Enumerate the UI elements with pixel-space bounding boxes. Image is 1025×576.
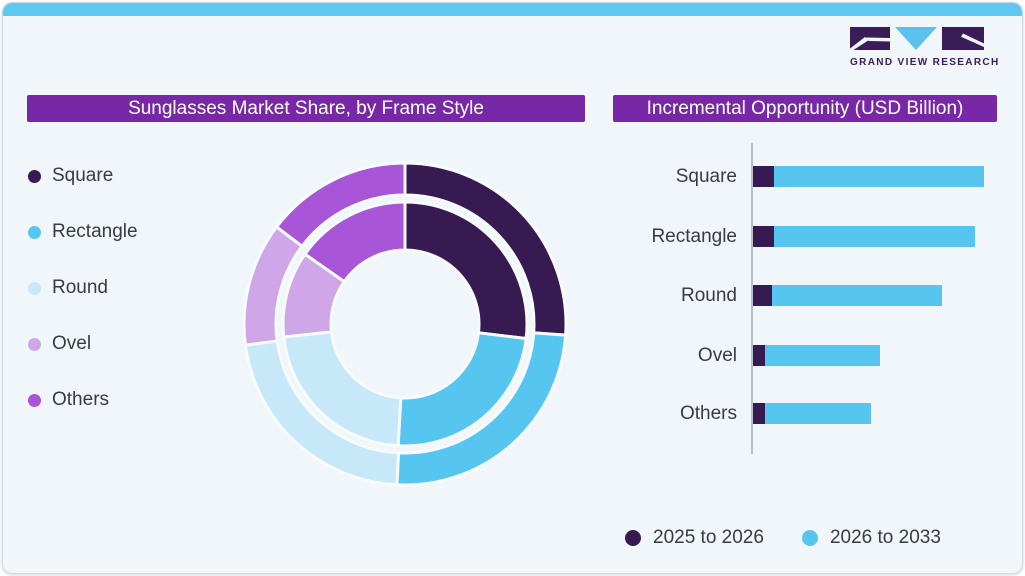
donut-segment-outer_ring-others xyxy=(274,161,407,249)
bar-segment-square-2025-to-2026 xyxy=(753,166,774,187)
legend-swatch-rectangle xyxy=(28,225,41,239)
donut-segment-inner_ring-square xyxy=(403,200,529,341)
bar-segment-ovel-2026-to-2033 xyxy=(764,345,881,366)
legend-item-square: Square xyxy=(28,164,113,188)
bar-segment-others-2026-to-2033 xyxy=(764,403,871,424)
bar-row-square xyxy=(753,166,984,187)
donut-segment-inner_ring-others xyxy=(302,200,407,284)
grand-view-research-logo: GRAND VIEW RESEARCH xyxy=(850,27,1000,68)
bar-category-label-rectangle: Rectangle xyxy=(651,226,737,247)
legend-swatch-square xyxy=(28,169,41,183)
legend-label: Ovel xyxy=(52,333,92,354)
bar-chart-axis-line xyxy=(751,143,753,454)
logo-monogram xyxy=(850,27,1000,50)
bar-segment-others-2025-to-2026 xyxy=(753,403,765,424)
bar-segment-round-2025-to-2026 xyxy=(753,285,772,306)
legend-label: Rectangle xyxy=(52,221,138,242)
legend-swatch-ovel xyxy=(28,337,41,351)
bar-chart-title: Incremental Opportunity (USD Billion) xyxy=(613,95,997,122)
legend-item-round: Round xyxy=(28,276,108,300)
bar-segment-ovel-2025-to-2026 xyxy=(753,345,765,366)
legend-label: 2026 to 2033 xyxy=(829,527,941,548)
legend-item-rectangle: Rectangle xyxy=(28,220,138,244)
legend-swatch-round xyxy=(28,281,41,295)
legend-item-2026-to-2033: 2026 to 2033 xyxy=(801,527,941,549)
top-accent-bar xyxy=(3,3,1022,16)
bar-chart-legend: 2025 to 2026 2026 to 2033 xyxy=(625,527,941,549)
logo-wordmark: GRAND VIEW RESEARCH xyxy=(850,57,1000,68)
bar-segment-rectangle-2025-to-2026 xyxy=(753,226,774,247)
legend-label: Others xyxy=(52,389,110,410)
bar-segment-square-2026-to-2033 xyxy=(773,166,984,187)
bar-row-others xyxy=(753,403,871,424)
legend-item-others: Others xyxy=(28,388,109,412)
legend-swatch xyxy=(801,530,818,546)
legend-label: Round xyxy=(52,277,108,298)
legend-item-ovel: Ovel xyxy=(28,332,91,356)
logo-letter-v-icon xyxy=(895,27,937,50)
legend-swatch-others xyxy=(28,393,41,407)
bar-row-round xyxy=(753,285,943,306)
bar-row-rectangle xyxy=(753,226,975,247)
logo-letter-r-icon xyxy=(942,27,984,50)
bar-row-ovel xyxy=(753,345,881,366)
bar-category-label-ovel: Ovel xyxy=(697,345,737,366)
double-ring-donut-chart xyxy=(242,161,568,487)
legend-swatch xyxy=(625,530,641,546)
bar-segment-rectangle-2026-to-2033 xyxy=(773,226,975,247)
donut-chart-title: Sunglasses Market Share, by Frame Style xyxy=(27,95,585,122)
logo-letter-g-icon xyxy=(850,27,890,50)
bar-segment-round-2026-to-2033 xyxy=(771,285,943,306)
legend-label: Square xyxy=(52,165,114,186)
bar-category-label-others: Others xyxy=(679,403,737,424)
bar-category-label-round: Round xyxy=(681,285,737,306)
legend-label: 2025 to 2026 xyxy=(653,527,764,548)
bar-category-label-square: Square xyxy=(675,166,737,187)
legend-item-2025-to-2026: 2025 to 2026 xyxy=(625,527,764,549)
